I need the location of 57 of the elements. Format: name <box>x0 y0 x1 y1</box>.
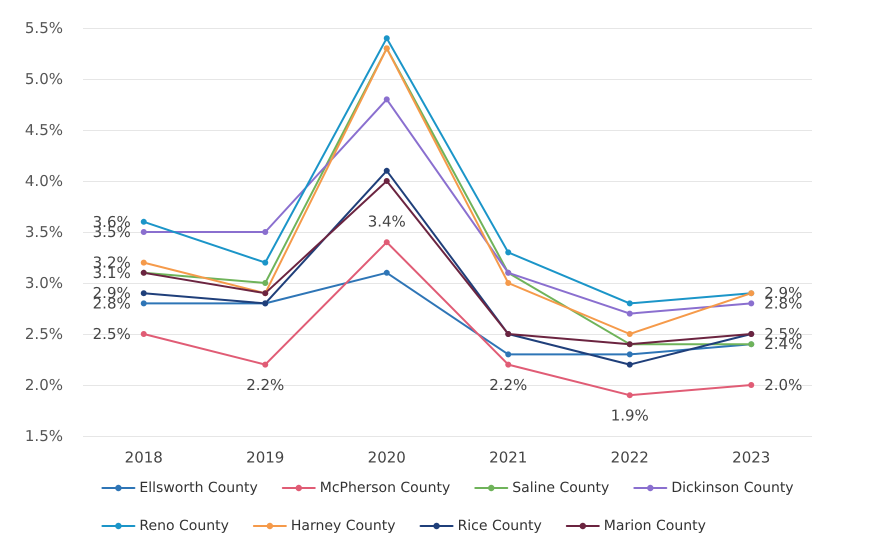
data-label: 1.9% <box>610 406 649 425</box>
y-tick-label: 1.5% <box>24 427 63 445</box>
point <box>505 249 512 256</box>
y-tick-label: 2.5% <box>24 325 63 343</box>
data-label: 2.0% <box>764 376 802 394</box>
point <box>140 218 147 225</box>
legend-label: Saline County <box>512 480 610 496</box>
point <box>262 280 268 286</box>
y-tick-label: 3.0% <box>24 274 63 292</box>
point <box>748 300 754 306</box>
data-label: 3.4% <box>368 212 406 231</box>
x-tick-label: 2022 <box>610 448 649 466</box>
point <box>384 178 390 184</box>
point <box>626 331 633 337</box>
y-tick-label: 3.5% <box>24 223 63 241</box>
point <box>140 260 147 266</box>
y-tick-label: 2.0% <box>24 376 63 394</box>
data-label: 2.2% <box>489 376 528 394</box>
point <box>626 392 633 398</box>
point <box>626 351 633 358</box>
legend-label: McPherson County <box>320 480 450 496</box>
x-tick-label: 2023 <box>732 448 770 466</box>
point <box>626 310 633 317</box>
point <box>140 331 147 337</box>
x-tick-label: 2020 <box>368 448 406 466</box>
y-tick-label: 5.0% <box>24 70 63 88</box>
y-tick-label: 4.5% <box>24 121 63 139</box>
point <box>140 229 147 235</box>
legend-label: Harney County <box>290 518 396 534</box>
legend-label: Reno County <box>139 518 229 534</box>
point <box>384 270 390 276</box>
legend-label: Dickinson County <box>671 480 794 496</box>
point <box>384 239 390 246</box>
x-tick-label: 2019 <box>246 448 284 466</box>
point <box>140 290 147 296</box>
point <box>626 362 633 368</box>
data-label: 2.5% <box>92 325 131 343</box>
point <box>626 300 633 306</box>
x-tick-label: 2018 <box>124 448 163 466</box>
y-tick-label: 4.0% <box>24 172 63 190</box>
point <box>262 229 268 235</box>
point <box>505 362 512 368</box>
y-tick-label: 5.5% <box>24 19 63 37</box>
point <box>505 280 512 286</box>
point <box>140 300 147 306</box>
point <box>384 35 390 42</box>
legend-label: Rice County <box>458 518 542 534</box>
legend-label: Marion County <box>604 518 706 534</box>
x-tick-label: 2021 <box>489 448 528 466</box>
point <box>384 96 390 102</box>
data-label: 2.2% <box>246 376 284 394</box>
point <box>262 362 268 368</box>
point <box>748 382 754 388</box>
legend-label: Ellsworth County <box>139 480 258 496</box>
point <box>505 351 512 358</box>
point <box>384 168 390 174</box>
point <box>262 260 268 266</box>
